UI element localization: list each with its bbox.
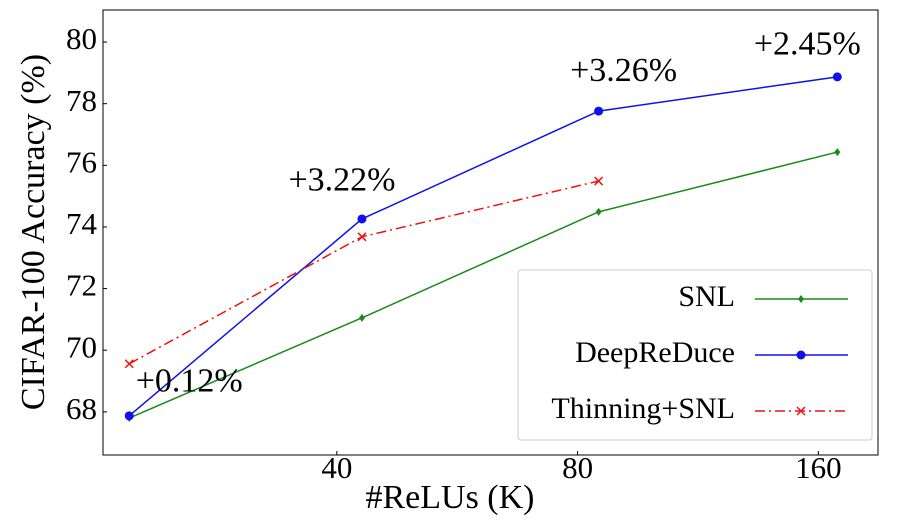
y-tick-label: 68 (66, 391, 97, 426)
x-tick-label: 160 (795, 450, 842, 485)
y-tick-label: 74 (66, 206, 98, 241)
marker (595, 207, 602, 216)
legend-box (517, 269, 873, 441)
legend-marker (796, 350, 806, 360)
marker (594, 176, 604, 186)
marker (124, 359, 134, 369)
annotation: +0.12% (136, 363, 243, 400)
series-line (128, 151, 838, 419)
annotation: +3.26% (570, 52, 677, 89)
legend-label: DeepReDuce (575, 336, 735, 369)
y-tick-label: 78 (66, 83, 97, 118)
y-tick-label: 76 (66, 144, 97, 179)
legend-marker (798, 295, 804, 303)
annotation: +2.45% (754, 26, 861, 63)
marker (594, 106, 604, 116)
legend-label: SNL (678, 280, 735, 313)
y-tick-label: 72 (66, 268, 97, 303)
annotation: +3.22% (288, 162, 395, 199)
marker (357, 232, 367, 242)
marker (834, 148, 841, 157)
series-line (128, 76, 838, 417)
y-axis-label: CIFAR-100 Accuracy (%) (15, 54, 52, 410)
x-axis-label: #ReLUs (K) (365, 479, 534, 516)
marker (832, 72, 842, 82)
marker (357, 214, 367, 224)
y-tick-label: 70 (66, 329, 97, 364)
x-tick-label: 80 (562, 450, 593, 485)
marker (124, 411, 134, 421)
legend-marker (796, 406, 806, 416)
plot-frame (102, 9, 879, 456)
legend-label: Thinning+SNL (551, 392, 735, 425)
x-tick-label: 40 (321, 450, 352, 485)
y-tick-label: 80 (66, 21, 97, 56)
marker (358, 313, 365, 322)
